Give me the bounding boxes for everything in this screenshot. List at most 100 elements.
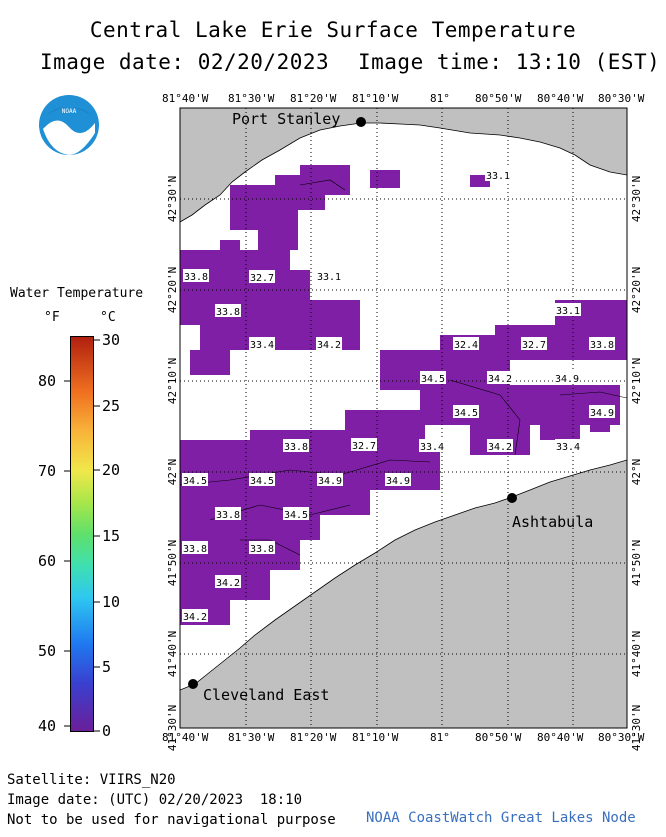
graticule [180, 108, 627, 728]
lon-top-81-20: 81°20'W [290, 92, 337, 105]
c-tick-25: 25 [102, 397, 121, 415]
legend-ticks [64, 339, 100, 732]
temp-value: 33.8 [184, 272, 208, 283]
temp-label: 33.1 [316, 269, 342, 283]
temp-label: 33.8 [283, 439, 309, 453]
noaa-logo: NOAA [37, 93, 101, 157]
temp-label: 33.8 [215, 507, 241, 521]
lat-right-41-40: 41°40'N [630, 631, 643, 677]
cleveland-marker [188, 679, 198, 689]
temp-label: 32.4 [453, 337, 479, 351]
temp-label: 34.9 [317, 473, 343, 487]
temp-value: 34.5 [284, 510, 308, 521]
c-tick-5: 5 [102, 658, 112, 676]
lat-right-42-30: 42°30'N [630, 176, 643, 222]
temp-label: 32.7 [249, 270, 275, 284]
utc-date: Image date: (UTC) 02/20/2023 18:10 [7, 792, 303, 808]
image-date: Image date: 02/20/2023 [40, 50, 330, 74]
legend-unit-c: °C [100, 310, 116, 325]
temp-value: 33.8 [216, 307, 240, 318]
temp-label: 33.1 [555, 303, 581, 317]
temp-label: 34.2 [215, 575, 241, 589]
city-ashtabula: Ashtabula [512, 513, 594, 531]
temp-value: 33.8 [284, 442, 308, 453]
temp-label: 34.5 [182, 473, 208, 487]
temp-label: 34.9 [554, 371, 580, 385]
f-tick-60: 60 [38, 552, 57, 570]
c-tick-20: 20 [102, 461, 121, 479]
ashtabula-marker [507, 493, 517, 503]
lon-top-81-30: 81°30'W [228, 92, 275, 105]
land-south [180, 459, 627, 728]
lat-right-41-50: 41°50'N [630, 540, 643, 586]
image-time: Image time: 13:10 (EST) [358, 50, 661, 74]
temp-label: 33.4 [555, 439, 581, 453]
temp-value: 33.4 [556, 442, 580, 453]
temp-value: 32.4 [454, 340, 478, 351]
lon-top-81-40: 81°40'W [162, 92, 209, 105]
lat-left-42-20: 42°20'N [166, 267, 179, 313]
lon-top-81: 81° [430, 92, 450, 105]
lon-bottom-81: 81° [430, 731, 450, 744]
temp-value: 34.9 [318, 476, 342, 487]
lon-bottom-81-20: 81°20'W [290, 731, 337, 744]
temp-label: 33.8 [589, 337, 615, 351]
credit-link[interactable]: NOAA CoastWatch Great Lakes Node [366, 810, 636, 826]
temperature-labels: 33.1 33.8 32.7 33.1 33.8 33.1 33.4 34.2 32.4 32.7… [182, 168, 615, 623]
lon-bottom-80-40: 80°40'W [537, 731, 584, 744]
c-tick-30: 30 [102, 331, 121, 349]
noaa-logo-text: NOAA [62, 108, 77, 115]
temp-value: 34.2 [216, 578, 240, 589]
legend-colorbar [70, 336, 94, 732]
lat-right-42-10: 42°10'N [630, 358, 643, 404]
city-cleveland: Cleveland East [203, 686, 330, 704]
temp-label: 33.4 [419, 439, 445, 453]
temp-value: 32.7 [352, 441, 376, 452]
temp-value: 33.4 [250, 340, 274, 351]
land-north [180, 108, 627, 223]
temp-value: 34.9 [590, 408, 614, 419]
temp-value: 34.5 [250, 476, 274, 487]
temp-value: 34.5 [183, 476, 207, 487]
lon-bottom-81-10: 81°10'W [352, 731, 399, 744]
lon-bottom-81-30: 81°30'W [228, 731, 275, 744]
lon-top-80-50: 80°50'W [475, 92, 522, 105]
map-title: Central Lake Erie Surface Temperature [89, 18, 577, 42]
temp-value: 34.2 [488, 374, 512, 385]
temp-value: 32.7 [250, 273, 274, 284]
c-tick-10: 10 [102, 593, 121, 611]
f-tick-40: 40 [38, 717, 57, 735]
temp-value: 33.8 [183, 544, 207, 555]
lon-top-81-10: 81°10'W [352, 92, 399, 105]
temp-label: 33.8 [249, 541, 275, 555]
map-frame [179, 107, 628, 729]
temp-label: 34.5 [420, 371, 446, 385]
lon-bottom-81-40: 81°40'W [162, 731, 209, 744]
legend-unit-f: °F [44, 310, 60, 325]
c-tick-0: 0 [102, 722, 112, 740]
temp-label: 34.5 [283, 507, 309, 521]
temp-label: 34.5 [249, 473, 275, 487]
temp-label: 33.1 [485, 168, 511, 182]
temp-value: 34.5 [454, 408, 478, 419]
temp-value: 32.7 [522, 340, 546, 351]
f-tick-70: 70 [38, 462, 57, 480]
temp-label: 34.2 [487, 371, 513, 385]
lat-left-41-30: 41°30'N [166, 705, 179, 751]
temp-label: 34.2 [316, 337, 342, 351]
temp-label: 34.9 [385, 473, 411, 487]
disclaimer: Not to be used for navigational purpose [7, 812, 336, 828]
temp-value: 34.2 [183, 612, 207, 623]
f-tick-50: 50 [38, 642, 57, 660]
temp-value: 33.8 [216, 510, 240, 521]
lon-top-80-30: 80°30'W [598, 92, 645, 105]
temp-label: 33.8 [215, 304, 241, 318]
port-stanley-marker [356, 117, 366, 127]
lat-left-41-40: 41°40'N [166, 631, 179, 677]
temp-label: 33.4 [249, 337, 275, 351]
temp-value: 34.2 [488, 442, 512, 453]
lon-bottom-80-50: 80°50'W [475, 731, 522, 744]
temp-value: 34.9 [555, 374, 579, 385]
